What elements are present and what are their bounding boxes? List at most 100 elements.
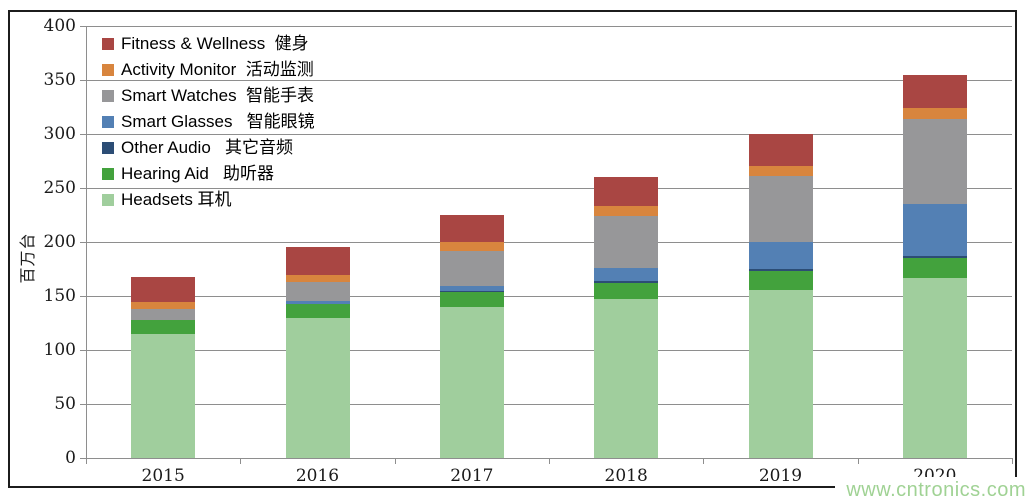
x-axis-tick-4 [703,458,705,464]
y-axis-tick-250 [80,188,86,189]
bar-segment-2016-s3 [285,301,350,304]
legend-label: Fitness & Wellness 健身 [121,34,309,53]
y-tick-label-200: 200 [43,232,76,252]
legend-swatch-icon [102,194,114,206]
y-tick-label-300: 300 [43,124,76,144]
bar-segment-2018-s2 [594,280,659,284]
gridline-250 [86,188,1012,189]
watermark-text: www.cntronics.com [846,478,1026,501]
y-axis-tick-100 [80,350,86,351]
x-axis-tick-6 [1012,458,1013,464]
legend-swatch-icon [102,90,114,102]
bar-segment-2015-s1 [131,319,196,334]
bar-segment-2018-s3 [594,267,659,281]
gridline-200 [86,242,1012,243]
gridline-400 [86,26,1012,27]
bar-segment-2017-s4 [439,250,504,287]
gridline-100 [86,350,1012,351]
bar-segment-2019-s5 [748,166,813,177]
legend-label: Hearing Aid 助听器 [121,164,275,183]
bar-segment-2018-s1 [594,283,659,300]
y-tick-label-0: 0 [65,448,76,468]
legend-item-5: Hearing Aid 助听器 [102,161,315,187]
legend-label: Headsets 耳机 [121,190,232,209]
y-axis-tick-350 [80,80,86,81]
y-tick-label-100: 100 [43,340,76,360]
x-axis-tick-5 [857,458,859,464]
bar-segment-2017-s6 [439,215,504,242]
legend-swatch-icon [102,142,114,154]
gridline-300 [86,134,1012,135]
y-axis-tick-400 [80,26,86,27]
bar-segment-2020-s3 [902,204,967,257]
legend-label: Activity Monitor 活动监测 [121,60,314,79]
gridline-150 [86,296,1012,297]
legend-swatch-icon [102,64,114,76]
bar-segment-2019-s6 [748,134,813,167]
bar-segment-2015-s5 [131,302,196,309]
bar-segment-2020-s2 [902,256,967,259]
bar-segment-2020-s0 [902,277,967,458]
legend-item-1: Activity Monitor 活动监测 [102,57,315,83]
x-tick-label-2016: 2016 [295,466,340,486]
bar-segment-2016-s4 [285,281,350,302]
bar-segment-2015-s0 [131,333,196,458]
gridline-350 [86,80,1012,81]
bar-segment-2017-s5 [439,242,504,251]
bar-segment-2019-s4 [748,176,813,242]
bar-segment-2018-s4 [594,216,659,268]
y-axis-tick-50 [80,404,86,405]
bar-segment-2017-s0 [439,306,504,458]
y-tick-label-350: 350 [43,70,76,90]
bar-segment-2017-s1 [439,291,504,307]
legend-item-0: Fitness & Wellness 健身 [102,31,315,57]
bar-segment-2019-s0 [748,289,813,458]
y-axis-line [86,26,87,458]
bar-segment-2019-s3 [748,242,813,269]
legend-label: Smart Glasses 智能眼镜 [121,112,315,131]
y-axis-tick-150 [80,296,86,297]
bar-segment-2017-s3 [439,286,504,291]
legend-label: Smart Watches 智能手表 [121,86,315,105]
x-tick-label-2018: 2018 [604,466,648,486]
x-axis-tick-0 [86,458,87,464]
y-axis-tick-0 [80,458,86,459]
y-tick-label-250: 250 [43,178,76,198]
y-tick-label-50: 50 [54,394,76,414]
legend-swatch-icon [102,116,114,128]
bar-segment-2020-s5 [902,108,967,119]
bar-segment-2019-s1 [748,271,813,290]
x-tick-label-2017: 2017 [450,466,494,486]
legend-item-3: Smart Glasses 智能眼镜 [102,109,315,135]
x-axis-tick-2 [394,458,396,464]
legend-item-2: Smart Watches 智能手表 [102,83,315,109]
gridline-50 [86,404,1012,405]
bar-segment-2018-s5 [594,206,659,217]
legend-swatch-icon [102,38,114,50]
y-axis-tick-300 [80,134,86,135]
bar-segment-2017-s2 [439,290,504,292]
x-axis-tick-3 [549,458,550,464]
legend-swatch-icon [102,168,114,180]
y-tick-label-400: 400 [43,16,76,36]
bar-segment-2019-s2 [748,269,813,272]
bar-segment-2020-s1 [902,258,967,278]
y-tick-label-150: 150 [43,286,76,306]
bar-segment-2016-s1 [285,303,350,318]
bar-segment-2015-s6 [131,276,196,303]
y-axis-tick-200 [80,242,86,243]
bar-segment-2020-s4 [902,118,967,205]
bar-segment-2015-s4 [131,308,196,320]
bar-segment-2016-s5 [285,275,350,282]
legend-label: Other Audio 其它音频 [121,138,293,157]
bar-segment-2016-s6 [285,247,350,276]
legend: Fitness & Wellness 健身 Activity Monitor 活动… [102,31,315,213]
x-axis-tick-1 [240,458,242,464]
bar-segment-2020-s6 [902,74,967,109]
x-tick-label-2019: 2019 [758,466,803,486]
bar-segment-2018-s6 [594,177,659,207]
x-tick-label-2015: 2015 [141,466,185,486]
watermark-box: www.cntronics.com [835,477,1031,503]
bar-segment-2016-s0 [285,317,350,458]
